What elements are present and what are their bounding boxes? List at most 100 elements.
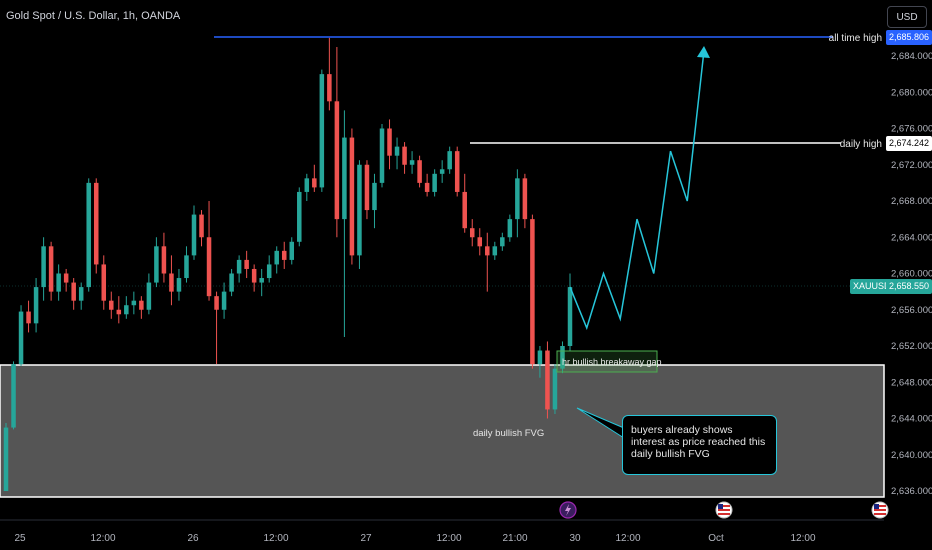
x-tick-label: 25 xyxy=(14,533,26,544)
candle-body xyxy=(409,160,415,165)
candle-body xyxy=(236,259,242,274)
currency-button[interactable]: USD xyxy=(887,6,927,28)
candle-body xyxy=(560,346,565,369)
candle-body xyxy=(109,300,114,310)
candle-body xyxy=(357,164,362,256)
candle-body xyxy=(191,214,197,256)
x-tick-label: 30 xyxy=(569,533,581,544)
candle-body xyxy=(439,169,445,174)
x-tick-label: 12:00 xyxy=(263,533,288,544)
candle-body xyxy=(297,191,302,242)
x-tick-label: 12:00 xyxy=(90,533,115,544)
candle-body xyxy=(477,237,483,247)
y-tick-label: 2,660.000 xyxy=(891,269,932,280)
y-tick-label: 2,664.000 xyxy=(891,232,932,243)
breakaway-gap-box xyxy=(556,350,658,373)
candle-body xyxy=(86,182,91,288)
candle-body xyxy=(78,287,84,301)
candle-body xyxy=(515,178,520,220)
candle-body xyxy=(304,178,310,192)
candle-body xyxy=(18,311,24,365)
candle-body xyxy=(184,255,189,279)
x-tick-label: 12:00 xyxy=(436,533,461,544)
candle-body xyxy=(281,250,287,260)
candle-body xyxy=(199,214,204,238)
candle-body xyxy=(462,191,467,229)
daily-high-label: daily high xyxy=(840,139,882,150)
candle-body xyxy=(394,146,400,156)
time-axis[interactable]: 25 12:00 26 12:00 27 12:00 21:00 30 12:00 Oct 12:0… xyxy=(14,533,816,544)
candle-body xyxy=(552,368,558,410)
candle-body xyxy=(41,246,46,288)
y-tick-label: 2,648.000 xyxy=(891,377,932,388)
candle-body xyxy=(447,151,452,170)
candle-body xyxy=(469,228,475,238)
ath-label: all time high xyxy=(829,33,882,44)
candle-body xyxy=(454,151,460,192)
candle-body xyxy=(93,182,99,265)
candle-body xyxy=(379,128,385,183)
us-flag-event-icon[interactable] xyxy=(715,501,733,519)
candle-body xyxy=(139,300,144,310)
lightning-event-icon[interactable] xyxy=(559,501,577,519)
y-tick-label: 2,680.000 xyxy=(891,87,932,98)
candle-body xyxy=(327,74,332,102)
candle-body xyxy=(251,268,257,283)
candle-body xyxy=(349,137,355,256)
candle-body xyxy=(3,427,9,491)
candles-group xyxy=(3,37,573,491)
x-tick-label: 21:00 xyxy=(502,533,527,544)
candle-body xyxy=(26,311,31,324)
y-tick-label: 2,656.000 xyxy=(891,305,932,316)
y-tick-label: 2,636.000 xyxy=(891,486,932,497)
candle-body xyxy=(206,237,212,297)
us-flag-event-icon-2[interactable] xyxy=(871,501,889,519)
projection-arrowhead xyxy=(697,46,710,58)
x-tick-label: 12:00 xyxy=(615,533,640,544)
candle-body xyxy=(221,291,227,310)
candle-body xyxy=(244,259,249,269)
candle-body xyxy=(567,287,573,346)
chart-title: Gold Spot / U.S. Dollar, 1h, OANDA xyxy=(6,10,181,22)
daily-high-price-label: 2,674.242 xyxy=(886,136,932,151)
candle-body xyxy=(432,173,437,192)
candle-body xyxy=(259,278,264,283)
candle-body xyxy=(402,146,407,165)
candle-body xyxy=(146,282,152,310)
candle-body xyxy=(161,246,167,274)
candle-body xyxy=(530,219,535,365)
candle-body xyxy=(372,182,377,211)
x-tick-label: 12:00 xyxy=(790,533,815,544)
candle-body xyxy=(154,246,159,283)
symbol-tag: XAUUSD xyxy=(850,279,894,294)
candle-body xyxy=(342,137,347,220)
candle-body xyxy=(387,128,392,156)
candle-body xyxy=(289,241,295,260)
candle-body xyxy=(176,278,182,292)
callout-box: buyers already shows interest as price r… xyxy=(622,415,777,475)
candle-body xyxy=(33,287,39,324)
y-tick-label: 2,684.000 xyxy=(891,51,932,62)
candle-body xyxy=(229,273,234,292)
price-axis[interactable]: 2,684.000 2,680.000 2,676.000 2,672.000 2,66… xyxy=(891,51,932,497)
fvg-label: daily bullish FVG xyxy=(473,428,544,439)
candle-body xyxy=(124,305,129,315)
y-tick-label: 2,640.000 xyxy=(891,450,932,461)
y-tick-label: 2,644.000 xyxy=(891,414,932,425)
candle-body xyxy=(364,164,370,211)
candle-body xyxy=(424,182,430,192)
x-tick-label: 26 xyxy=(187,533,199,544)
candle-body xyxy=(500,237,505,247)
y-tick-label: 2,652.000 xyxy=(891,341,932,352)
y-tick-label: 2,668.000 xyxy=(891,196,932,207)
candle-body xyxy=(11,364,16,428)
candle-body xyxy=(266,264,272,279)
candle-body xyxy=(545,350,550,410)
candle-body xyxy=(334,101,340,220)
candle-body xyxy=(71,282,76,301)
candle-body xyxy=(48,246,54,292)
candle-body xyxy=(485,246,490,256)
gap-label: hr bullish breakaway gap xyxy=(562,357,662,367)
current-price-label: 2,658.550 xyxy=(886,279,932,294)
